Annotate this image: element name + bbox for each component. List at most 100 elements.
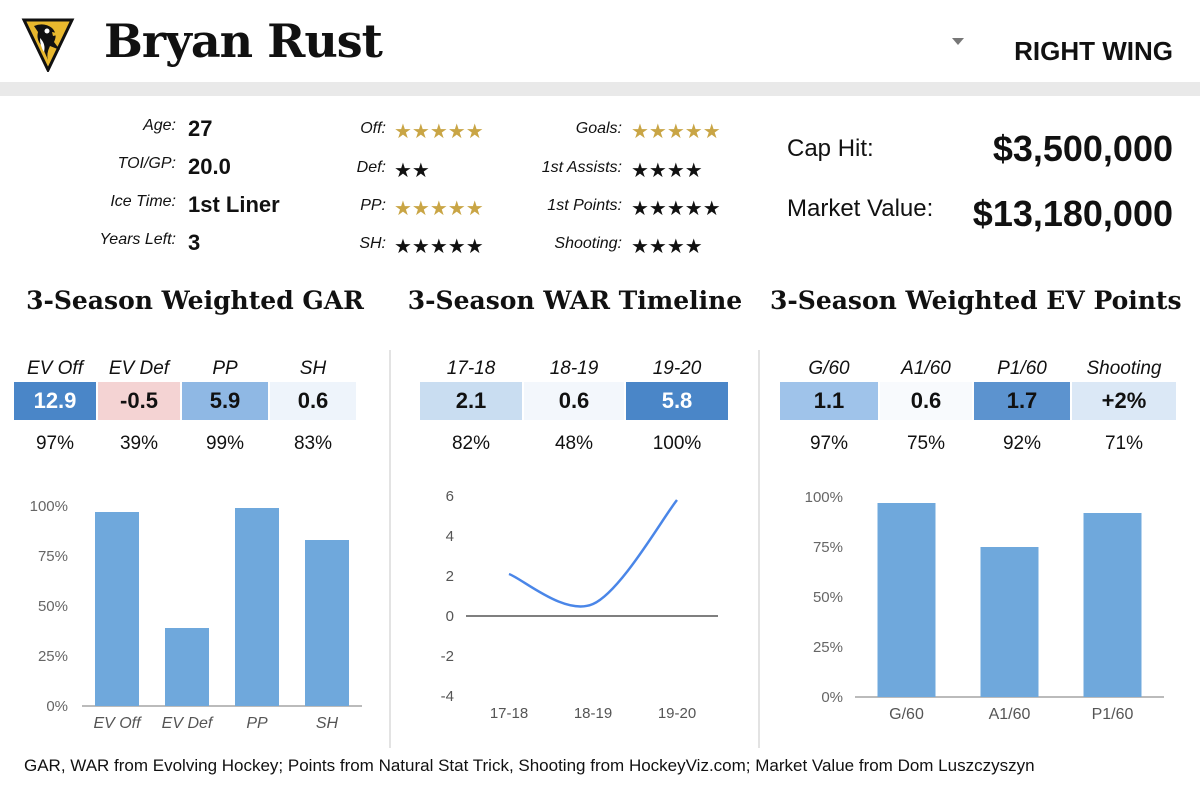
ev-section-title: 3-Season Weighted EV Points [770,286,1182,315]
war-head-17-18: 17-18 [446,358,496,379]
y-tick-label: -4 [441,688,454,705]
ev-head-shooting: Shooting [1086,358,1162,379]
x-tick-label: G/60 [889,706,924,723]
y-tick-label: 0% [46,698,68,715]
ev-pct-shooting: 71% [1104,433,1144,454]
header-divider [0,82,1200,96]
x-tick-label: 19-20 [658,705,696,722]
y-tick-label: 100% [805,489,843,506]
gar-cell-sh: 0.6 [270,382,356,420]
column-divider-2 [758,350,760,748]
bar-g-60 [877,503,936,697]
gar-cell-pp: 5.9 [182,382,268,420]
y-tick-label: 2 [446,568,454,585]
y-tick-label: 50% [813,589,843,606]
bar-p1-60 [1083,513,1142,697]
y-tick-label: 0 [446,608,454,625]
rating-stars-1st-assists: ★★★★ [631,158,703,182]
gar-head-ev-def: EV Def [108,358,170,379]
bio-label-ice-time: Ice Time: [110,193,176,210]
rating-stars-goals: ★★★★★ [631,119,721,143]
ev-cell-a160: 0.6 [880,382,972,420]
bar-ev-off [95,512,139,706]
war-pct-18-19: 48% [554,433,594,454]
bar-a1-60 [980,547,1039,697]
war-cell-19-20: 5.8 [626,382,728,420]
x-tick-label: EV Off [93,715,142,732]
bar-sh [305,540,349,706]
ev-cell-shooting: +2% [1072,382,1176,420]
bio-value-toi: 20.0 [188,154,231,179]
rating-label-1st-points: 1st Points: [547,197,622,214]
cap-hit-value: $3,500,000 [992,128,1173,169]
x-tick-label: SH [316,715,339,732]
gar-head-ev-off: EV Off [27,358,83,379]
y-tick-label: 6 [446,488,454,505]
rating-label-pp: PP: [360,197,386,214]
bar-ev-def [165,628,209,706]
ev-head-g60: G/60 [808,358,850,379]
y-tick-label: 25% [813,639,843,656]
ev-cell-p160: 1.7 [974,382,1070,420]
gar-pct-ev-off: 97% [35,433,75,454]
ev-head-p160: P1/60 [997,358,1047,379]
rating-label-off: Off: [360,120,386,137]
x-tick-label: PP [246,715,268,732]
gar-cell-ev-def: -0.5 [98,382,180,420]
bio-label-toi: TOI/GP: [117,155,176,172]
ev-head-a160: A1/60 [901,358,951,379]
bio-label-years-left: Years Left: [99,231,177,248]
gar-pct-pp: 99% [205,433,245,454]
war-head-18-19: 18-19 [549,358,599,379]
ev-bar-chart: 0% 25% 50% 75% 100% G/60 A1/60 P1/60 [805,489,1164,723]
ev-pct-p160: 92% [1002,433,1042,454]
y-tick-label: 0% [821,689,843,706]
chevron-down-icon[interactable] [952,38,964,45]
gar-head-pp: PP [212,358,238,379]
bio-value-ice-time: 1st Liner [188,192,280,217]
ev-pct-g60: 97% [809,433,849,454]
bio-value-years-left: 3 [188,230,201,255]
war-line-chart: -4 -2 0 2 4 6 17-18 18-19 19-20 [441,488,718,722]
war-pct-19-20: 100% [652,433,702,454]
rating-label-sh: SH: [359,235,386,252]
player-name: Bryan Rust [104,14,383,68]
war-cell-18-19: 0.6 [524,382,624,420]
y-tick-label: 4 [446,528,454,545]
bio-label-age: Age: [143,117,176,134]
rating-stars-pp: ★★★★★ [394,196,484,220]
x-tick-label: A1/60 [989,706,1031,723]
x-tick-label: 18-19 [574,705,612,722]
x-tick-label: EV Def [162,715,214,732]
gar-section-title: 3-Season Weighted GAR [26,286,364,315]
rating-stars-1st-points: ★★★★★ [631,196,721,220]
rating-label-goals: Goals: [575,120,622,137]
bar-pp [235,508,279,706]
bio-value-age: 27 [188,116,213,141]
rating-stars-shooting: ★★★★ [631,234,703,258]
rating-label-shooting: Shooting: [554,235,622,252]
rating-stars-def: ★★ [394,158,430,182]
gar-pct-ev-def: 39% [119,433,159,454]
source-footer: GAR, WAR from Evolving Hockey; Points fr… [24,756,1035,775]
gar-cell-ev-off: 12.9 [14,382,96,420]
y-tick-label: 50% [38,598,68,615]
player-position: RIGHT WING [1014,36,1173,66]
gar-pct-sh: 83% [293,433,333,454]
y-tick-label: 100% [30,498,68,515]
rating-label-1st-assists: 1st Assists: [541,159,622,176]
market-value-label: Market Value: [787,195,934,222]
ev-cell-g60: 1.1 [780,382,878,420]
x-tick-label: 17-18 [490,705,528,722]
gar-head-sh: SH [299,358,327,379]
rating-label-def: Def: [356,159,386,176]
column-divider-1 [389,350,391,748]
market-value-value: $13,180,000 [972,193,1173,234]
ev-pct-a160: 75% [906,433,946,454]
gar-bar-chart: 0% 25% 50% 75% 100% EV Off EV Def PP SH [30,498,362,732]
war-section-title: 3-Season WAR Timeline [407,286,743,315]
war-pct-17-18: 82% [451,433,491,454]
penguins-logo [21,18,75,72]
y-tick-label: 75% [813,539,843,556]
y-tick-label: 75% [38,548,68,565]
